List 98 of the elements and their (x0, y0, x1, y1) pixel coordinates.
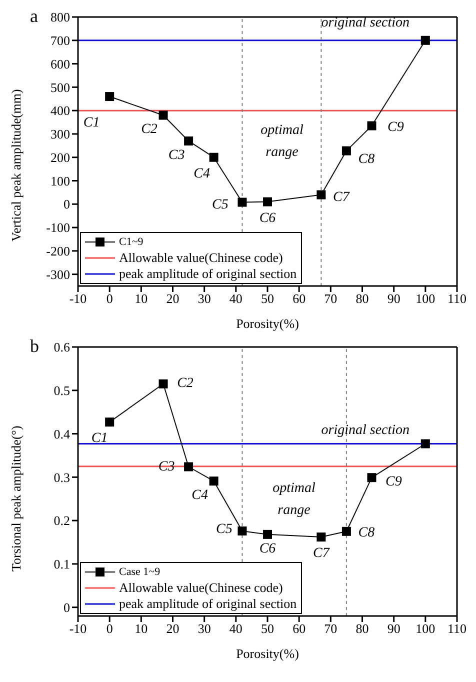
point (158, 110, 168, 120)
point (342, 146, 351, 156)
x-tick-label: 80 (356, 291, 369, 306)
x-tick-label: 110 (447, 621, 467, 636)
annotation: C8 (358, 525, 375, 540)
x-tick-label: 80 (356, 621, 369, 636)
x-tick-label: 60 (292, 291, 306, 306)
y-tick-label: 0.4 (54, 426, 70, 442)
annotation: C2 (177, 376, 194, 391)
point (367, 121, 376, 130)
x-tick-label: 100 (416, 291, 436, 306)
point (263, 530, 272, 539)
y-tick-label: 200 (50, 150, 70, 165)
y-tick-label: 300 (50, 126, 70, 142)
x-tick-label: 70 (324, 291, 338, 306)
annotation: C2 (141, 122, 158, 138)
annotation: C4 (192, 488, 208, 504)
point (316, 190, 326, 200)
y-tick-label: -200 (46, 244, 70, 259)
point (158, 379, 168, 388)
y-tick-label: 0.2 (54, 513, 70, 528)
point (367, 473, 376, 482)
x-tick-label: -10 (69, 291, 87, 306)
y-tick-label: 600 (50, 56, 70, 72)
y-tick-label: 800 (50, 10, 70, 25)
legend-label: Allowable value(Chinese code) (119, 580, 283, 596)
chart-title: a (30, 6, 38, 27)
x-tick-label: 10 (134, 621, 148, 636)
y-tick-label: 500 (50, 80, 70, 95)
annotation: C9 (386, 474, 402, 490)
point (209, 152, 218, 162)
x-tick-label: 90 (387, 291, 400, 306)
y-tick-label: 0.1 (54, 556, 70, 572)
x-tick-label: 110 (447, 291, 467, 306)
point (263, 197, 272, 206)
x-tick-label: 0 (106, 621, 113, 636)
x-tick-label: 50 (261, 291, 274, 306)
y-tick-label: 0.6 (54, 340, 70, 355)
y-tick-label: 400 (50, 103, 70, 118)
x-tick-label: 30 (198, 621, 211, 636)
x-axis-title: Porosity(%) (236, 316, 299, 331)
point (105, 92, 114, 102)
legend-label: peak amplitude of original section (119, 266, 297, 282)
x-tick-label: 50 (261, 621, 274, 636)
point (316, 532, 326, 542)
annotation: original section (321, 422, 410, 438)
legend-label: peak amplitude of original section (119, 596, 297, 612)
y-tick-label: 0 (64, 600, 70, 615)
x-tick-label: 40 (229, 291, 242, 306)
annotation: optimal range (272, 480, 316, 520)
x-tick-label: 100 (416, 621, 436, 636)
y-tick-label: 0.3 (54, 470, 70, 485)
point (209, 476, 218, 486)
x-tick-label: 90 (387, 621, 400, 636)
chart-title: b (30, 336, 39, 357)
annotation: C8 (358, 152, 375, 167)
legend-label: Allowable value(Chinese code) (119, 250, 283, 266)
y-tick-label: 0 (64, 196, 70, 212)
x-tick-label: 40 (229, 621, 242, 636)
y-axis-title: Vertical peak amplitude(mm) (8, 89, 24, 242)
y-axis-title: Torsional peak amplitude(°) (8, 426, 24, 572)
y-tick-label: -100 (46, 220, 70, 236)
x-axis-title: Porosity(%) (236, 646, 299, 661)
legend-label: C1~9 (119, 235, 144, 250)
annotation: C6 (259, 210, 276, 226)
x-tick-label: 70 (324, 621, 338, 636)
annotation: C3 (168, 148, 185, 163)
annotation: C1 (83, 116, 100, 131)
annotation: C5 (216, 522, 232, 537)
annotation: C4 (194, 166, 210, 182)
y-tick-label: 0.5 (54, 383, 70, 398)
x-tick-label: 20 (166, 291, 180, 306)
annotation: original section (321, 15, 410, 30)
x-tick-label: 20 (166, 621, 180, 636)
x-tick-label: -10 (69, 621, 87, 636)
legend-label: Case 1~9 (119, 565, 160, 580)
x-tick-label: 10 (134, 291, 148, 306)
point (184, 462, 194, 472)
annotation: optimal range (260, 122, 304, 162)
x-tick-label: 0 (106, 291, 113, 306)
x-tick-label: 60 (292, 621, 306, 636)
annotation: C6 (259, 541, 276, 556)
annotation: C1 (91, 431, 108, 446)
point (420, 36, 430, 45)
x-tick-label: 30 (198, 291, 211, 306)
y-tick-label: 100 (50, 173, 70, 188)
point (238, 526, 247, 536)
annotation: C7 (333, 190, 350, 205)
annotation: C5 (212, 197, 228, 212)
annotation: C7 (313, 546, 330, 562)
point (184, 136, 194, 146)
point (105, 418, 114, 427)
y-tick-label: -300 (46, 266, 70, 282)
y-tick-label: 700 (50, 33, 70, 48)
point (238, 198, 247, 207)
annotation: C9 (388, 120, 404, 135)
point (420, 439, 430, 448)
point (342, 526, 351, 536)
